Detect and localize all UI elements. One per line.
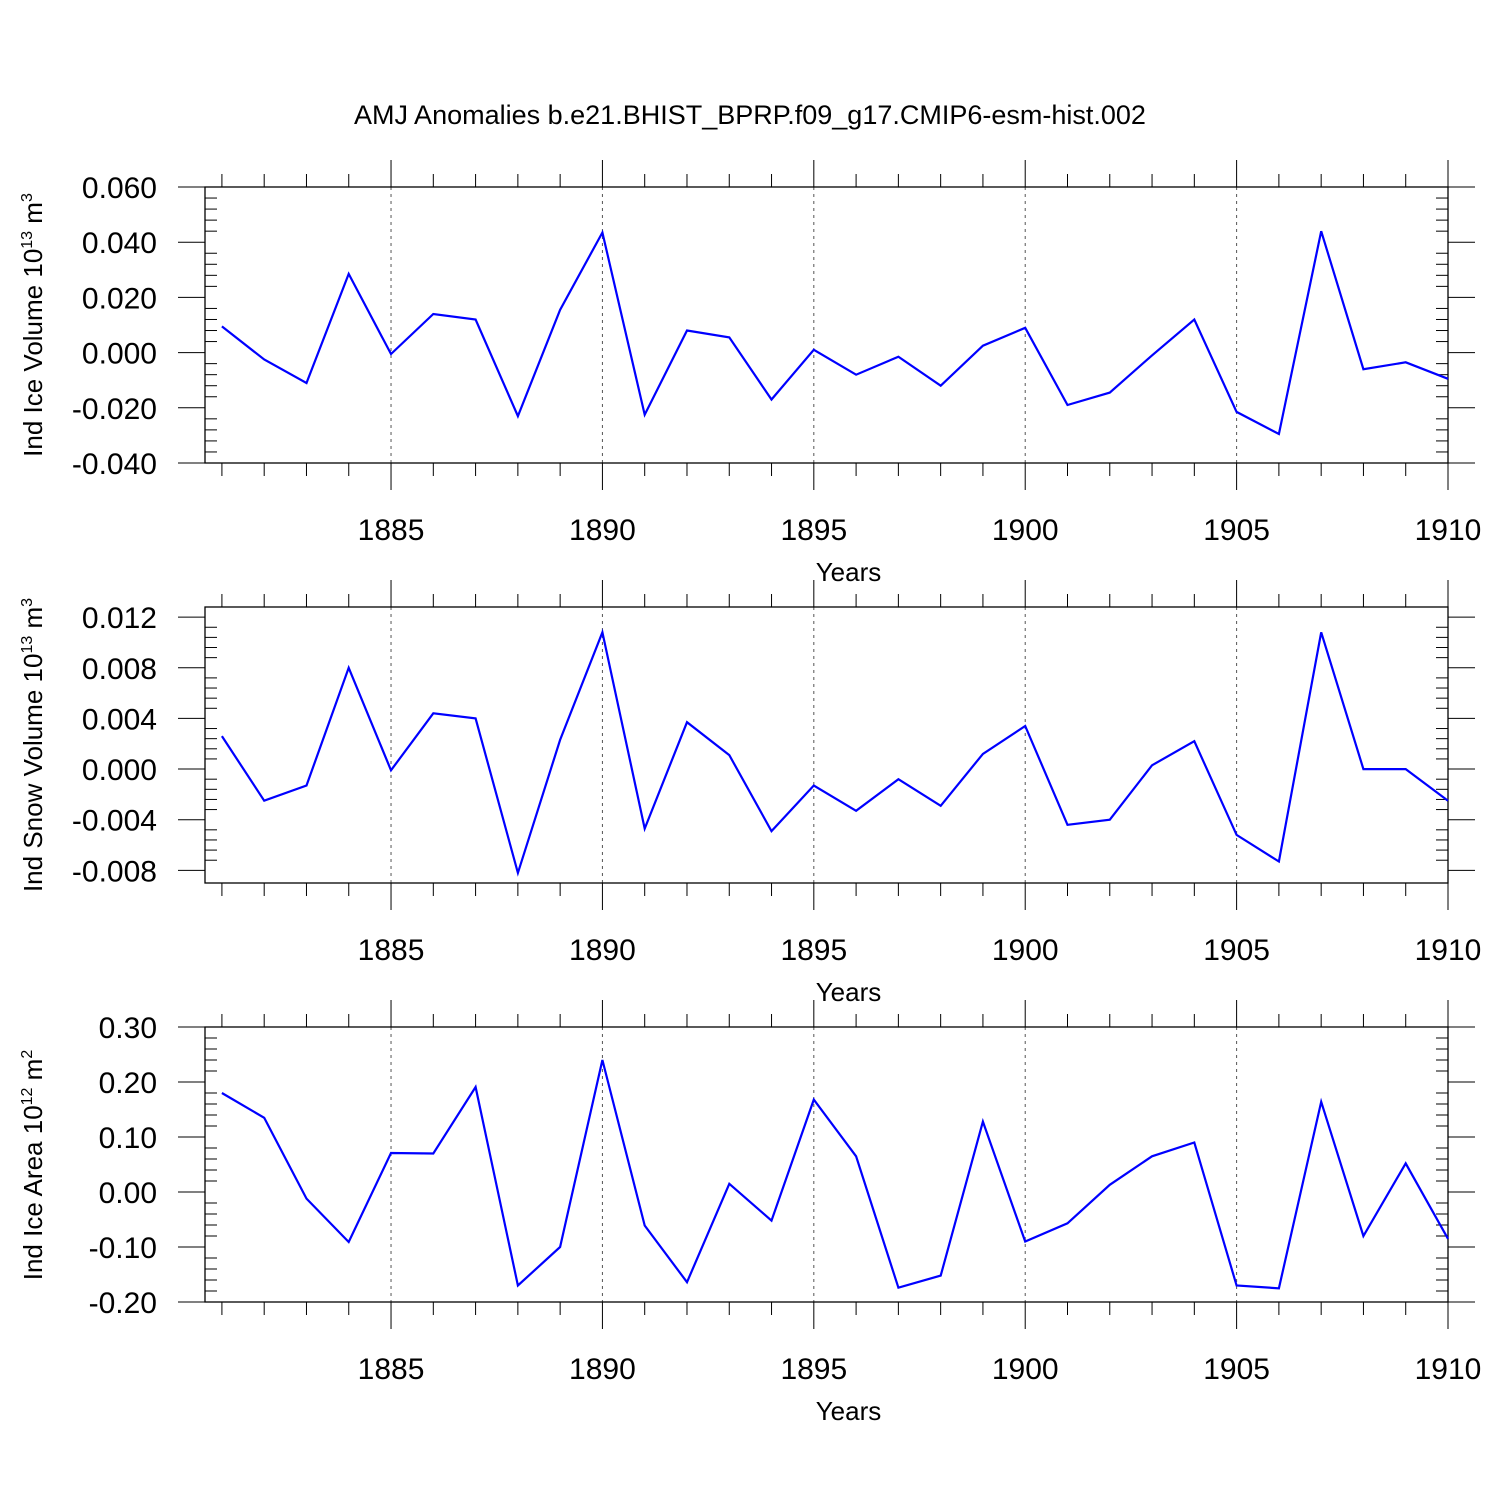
series-line [221, 1059, 1449, 1290]
y-tick-label: 0.000 [82, 754, 157, 787]
y-tick-label: 0.060 [82, 172, 157, 205]
plot-frame [204, 186, 1449, 464]
panel-3: 1885 1890 1895 1900 1905 1910 0.30 0.20 0.10 0.00… [18, 1000, 1481, 1426]
panel-1: 1885 1890 1895 1900 1905 1910 0.060 0.040 0.020 0… [18, 160, 1481, 587]
y-tick-label: 0.040 [82, 227, 157, 260]
x-tick-label: 1895 [780, 514, 847, 547]
y-tick-label: 0.012 [82, 602, 157, 635]
x-tick-label: 1900 [992, 1353, 1059, 1386]
panels: 1885 1890 1895 1900 1905 1910 0.060 0.040 0.020 0… [18, 160, 1481, 1426]
x-tick-label: 1895 [780, 1353, 847, 1386]
y-axis-label: Ind Ice Area 1012 m2 [18, 1050, 48, 1281]
y-axis-label: Ind Ice Volume 1013 m3 [18, 193, 48, 457]
x-tick-label: 1885 [358, 1353, 425, 1386]
x-tick-label: 1900 [992, 514, 1059, 547]
y-tick-label: 0.00 [99, 1177, 157, 1210]
x-tick-label: 1895 [780, 934, 847, 967]
y-tick-label: -0.004 [72, 805, 157, 838]
y-tick-label: 0.000 [82, 338, 157, 371]
x-tick-label: 1885 [358, 514, 425, 547]
x-tick-label: 1890 [569, 514, 636, 547]
y-tick-label: -0.10 [89, 1232, 157, 1265]
x-tick-label: 1890 [569, 934, 636, 967]
y-tick-label: -0.20 [89, 1287, 157, 1320]
y-tick-label: 0.020 [82, 282, 157, 315]
x-tick-label: 1910 [1415, 1353, 1482, 1386]
y-axis-label: Ind Snow Volume 1013 m3 [18, 598, 48, 892]
x-tick-label: 1890 [569, 1353, 636, 1386]
y-tick-label: 0.004 [82, 703, 157, 736]
y-tick-label: 0.20 [99, 1067, 157, 1100]
series-line [220, 628, 1449, 877]
x-tick-label: 1905 [1203, 514, 1270, 547]
x-axis-label: Years [816, 1396, 882, 1426]
y-tick-label: 0.008 [82, 653, 157, 686]
x-axis-label: Years [816, 557, 882, 587]
y-tick-label: -0.040 [72, 448, 157, 481]
y-tick-label: 0.30 [99, 1012, 157, 1045]
x-tick-label: 1900 [992, 934, 1059, 967]
figure-title: AMJ Anomalies b.e21.BHIST_BPRP.f09_g17.C… [354, 100, 1146, 130]
x-tick-label: 1885 [358, 934, 425, 967]
x-tick-label: 1910 [1415, 934, 1482, 967]
panel-2: 1885 1890 1895 1900 1905 1910 0.012 0.008 0.004 0… [18, 580, 1481, 1007]
plot-frame [204, 606, 1449, 884]
x-tick-label: 1905 [1203, 934, 1270, 967]
plot-frame [204, 1026, 1449, 1303]
y-tick-label: -0.020 [72, 393, 157, 426]
x-tick-label: 1910 [1415, 514, 1482, 547]
y-tick-label: -0.008 [72, 855, 157, 888]
x-axis-label: Years [816, 977, 882, 1007]
y-tick-label: 0.10 [99, 1122, 157, 1155]
series-line [221, 229, 1449, 436]
x-tick-label: 1905 [1203, 1353, 1270, 1386]
